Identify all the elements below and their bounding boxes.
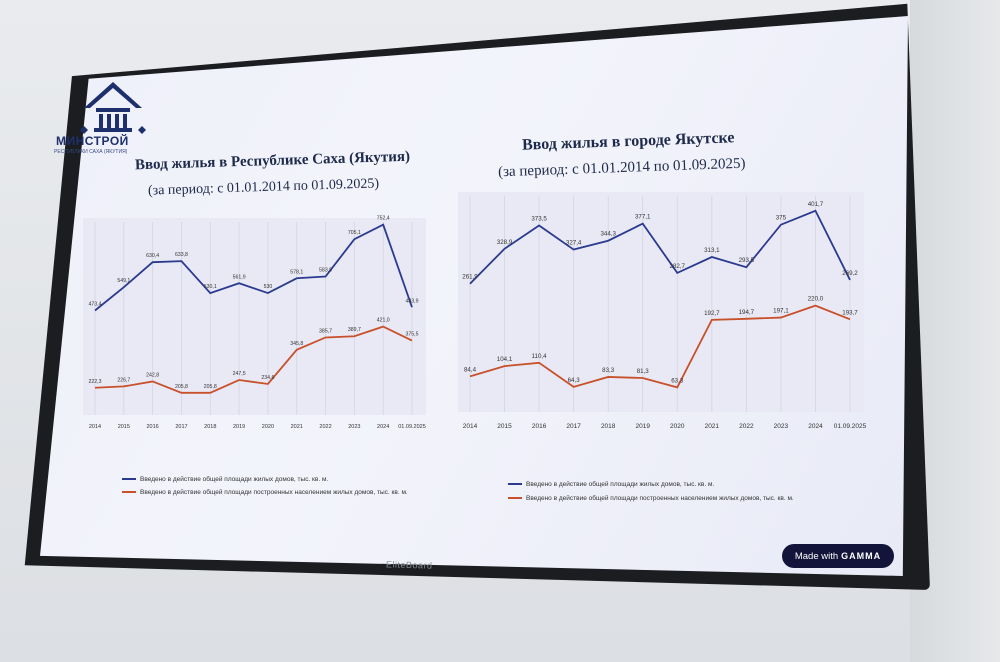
x-tick-label: 2016 [532, 423, 547, 430]
legend-line-icon [122, 478, 136, 481]
data-label: 385,7 [319, 328, 332, 334]
data-label: 389,7 [348, 327, 361, 333]
data-label: 226,7 [117, 377, 130, 383]
data-label: 104,1 [497, 356, 513, 363]
data-label: 63,3 [671, 377, 684, 384]
chart-2: 2014 2015 2016 2017 2018 2019 2020 2021 2022 2023… [458, 192, 867, 430]
made-with-gamma-badge[interactable]: Made with GAMMA [782, 544, 894, 568]
legend-line-icon [122, 491, 136, 494]
data-label: 242,8 [146, 372, 159, 378]
data-label: 473,4 [89, 301, 102, 307]
data-label: 561,9 [233, 274, 246, 280]
x-tick-label: 2024 [808, 423, 823, 430]
x-tick-label: 2021 [705, 423, 720, 430]
series-line-total [469, 209, 851, 285]
data-label: 84,4 [464, 366, 477, 373]
data-label: 313,1 [704, 247, 720, 254]
legend-label: Введено в действие общей площади построе… [526, 495, 794, 502]
data-label: 705,1 [348, 230, 361, 236]
data-label: 530 [264, 284, 273, 290]
data-label: 194,7 [739, 309, 755, 316]
x-tick-label: 2019 [635, 423, 650, 430]
data-label: 205,8 [204, 384, 217, 390]
data-label: 375,5 [406, 332, 419, 338]
data-label: 247,5 [233, 371, 246, 377]
data-label: 549,1 [117, 278, 130, 284]
data-label: 345,8 [290, 341, 303, 347]
data-label: 269,2 [842, 270, 858, 277]
x-tick-label: 2023 [774, 423, 789, 430]
logo-name: МИНСТРОЙ [56, 134, 129, 148]
chart-2-legend-total: Введено в действие общей площади жилых д… [508, 481, 714, 488]
chart-1-legend-total: Введено в действие общей площади жилых д… [122, 476, 328, 483]
x-tick-label: 2017 [566, 423, 581, 430]
data-label: 328,9 [497, 239, 513, 246]
data-label: 752,4 [377, 216, 390, 222]
chart-2-legend-population: Введено в действие общей площади построе… [508, 495, 794, 502]
x-tick-label: 01.09.2025 [834, 423, 867, 430]
series-line-population [469, 304, 851, 389]
legend-label: Введено в действие общей площади жилых д… [140, 476, 329, 483]
x-tick-label: 2014 [463, 423, 478, 430]
x-tick-label: 2019 [233, 424, 245, 430]
x-tick-label: 2020 [262, 424, 274, 430]
data-label: 81,3 [637, 368, 650, 375]
x-tick-label: 2018 [204, 424, 216, 430]
x-tick-label: 2023 [348, 424, 360, 430]
x-tick-label: 2017 [175, 424, 187, 430]
x-tick-label: 2021 [291, 424, 303, 430]
badge-prefix: Made with [794, 550, 839, 562]
legend-line-icon [508, 483, 522, 486]
data-label: 375 [776, 215, 787, 222]
data-label: 282,7 [670, 263, 686, 270]
data-label: 293,5 [739, 257, 755, 264]
data-label: 234,6 [261, 375, 274, 381]
monitor-brand: EliteBoard [385, 559, 433, 571]
legend-label: Введено в действие общей площади построе… [140, 489, 408, 496]
data-label: 483,9 [406, 298, 419, 304]
plot-area [458, 192, 864, 412]
data-label: 578,1 [290, 269, 303, 275]
series-line-population [94, 325, 413, 394]
data-label: 630,4 [146, 253, 159, 259]
x-tick-label: 2022 [319, 424, 331, 430]
data-label: 373,5 [531, 215, 547, 222]
x-tick-label: 2022 [739, 423, 754, 430]
minstroy-logo-icon [80, 82, 146, 134]
x-tick-label: 2018 [601, 423, 616, 430]
data-label: 633,8 [175, 252, 188, 258]
data-label: 327,4 [566, 240, 582, 247]
chart-1: 2014 2015 2016 2017 2018 2019 2020 2021 2022 2023… [83, 216, 426, 430]
data-label: 421,0 [377, 318, 390, 324]
data-label: 401,7 [808, 201, 824, 208]
data-label: 261,9 [462, 274, 478, 281]
data-label: 197,1 [773, 308, 789, 315]
series-line-total [94, 223, 413, 312]
x-tick-label: 2015 [497, 423, 512, 430]
x-tick-label: 2024 [377, 424, 389, 430]
legend-label: Введено в действие общей площади жилых д… [526, 481, 715, 488]
data-label: 64,3 [568, 377, 581, 384]
legend-line-icon [508, 497, 522, 500]
badge-name: GAMMA [841, 551, 882, 561]
x-tick-label: 2020 [670, 423, 685, 430]
chart-1-legend-population: Введено в действие общей площади построе… [122, 489, 408, 496]
data-label: 222,3 [89, 379, 102, 385]
x-tick-label: 2015 [118, 424, 130, 430]
x-tick-label: 2014 [89, 424, 101, 430]
data-label: 530,1 [204, 284, 217, 290]
data-label: 205,8 [175, 384, 188, 390]
logo-subtitle: РЕСПУБЛИКИ САХА (ЯКУТИЯ) [54, 149, 128, 155]
data-label: 344,3 [600, 231, 616, 238]
data-label: 220,0 [808, 296, 824, 303]
data-label: 377,1 [635, 214, 651, 221]
x-tick-label: 01.09.2025 [398, 424, 426, 430]
data-label: 110,4 [532, 353, 548, 360]
data-label: 83,3 [602, 367, 615, 374]
data-label: 193,7 [842, 309, 858, 316]
x-tick-label: 2016 [147, 424, 159, 430]
data-label: 583,9 [319, 267, 332, 273]
data-label: 192,7 [704, 310, 720, 317]
